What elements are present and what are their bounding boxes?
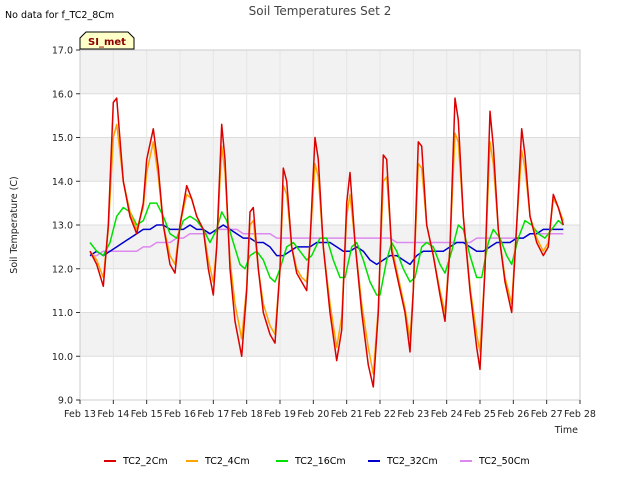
y-tick-label: 12.0 bbox=[52, 264, 73, 275]
x-tick-label: Feb 15 bbox=[131, 409, 163, 420]
x-tick-label: Feb 24 bbox=[431, 409, 463, 420]
plot-band bbox=[80, 93, 580, 138]
x-tick-label: Feb 27 bbox=[531, 409, 563, 420]
legend-label: TC2_50Cm bbox=[478, 456, 530, 467]
plot-band bbox=[80, 50, 580, 94]
x-tick-label: Feb 18 bbox=[231, 409, 263, 420]
x-tick-label: Feb 20 bbox=[297, 409, 329, 420]
legend-label: TC2_4Cm bbox=[204, 456, 250, 467]
legend-item: TC2_50Cm bbox=[460, 456, 530, 467]
plot-band bbox=[80, 356, 580, 400]
legend-label: TC2_32Cm bbox=[386, 456, 438, 467]
x-tick-label: Feb 14 bbox=[97, 409, 129, 420]
x-axis-label: Time bbox=[554, 425, 578, 436]
legend-label: TC2_2Cm bbox=[122, 456, 168, 467]
x-axis-ticks: Feb 13 Feb 14 Feb 15 Feb 16 Feb 17 Feb 18 Feb … bbox=[64, 400, 596, 420]
series-lines bbox=[89, 97, 565, 388]
y-axis-label: Soil Temperature (C) bbox=[9, 176, 20, 273]
site-tag-label: SI_met bbox=[88, 37, 126, 48]
x-tick-label: Feb 19 bbox=[264, 409, 296, 420]
y-tick-label: 16.0 bbox=[52, 89, 73, 100]
legend-item: TC2_32Cm bbox=[368, 456, 438, 467]
y-tick-label: 17.0 bbox=[52, 46, 73, 57]
x-tick-label: Feb 22 bbox=[364, 409, 396, 420]
plot-band bbox=[80, 137, 580, 182]
y-tick-label: 15.0 bbox=[52, 133, 73, 144]
x-tick-label: Feb 16 bbox=[164, 409, 196, 420]
y-tick-label: 14.0 bbox=[52, 177, 73, 188]
y-tick-label: 10.0 bbox=[52, 352, 73, 363]
legend-item: TC2_4Cm bbox=[186, 456, 250, 467]
chart-title: Soil Temperatures Set 2 bbox=[249, 4, 392, 18]
legend-item: TC2_16Cm bbox=[276, 456, 346, 467]
plot-band bbox=[80, 312, 580, 357]
x-tick-label: Feb 25 bbox=[464, 409, 496, 420]
y-axis-ticks: 9.0 10.0 11.0 12.0 13.0 14.0 15.0 16.0 17.0 bbox=[52, 46, 80, 407]
series-line-tc2-32cm bbox=[89, 224, 564, 266]
x-tick-label: Feb 26 bbox=[497, 409, 529, 420]
x-tick-label: Feb 21 bbox=[331, 409, 363, 420]
x-tick-label: Feb 13 bbox=[64, 409, 96, 420]
x-tick-label: Feb 17 bbox=[197, 409, 229, 420]
site-tag-box bbox=[79, 31, 135, 50]
series-line-tc2-16cm bbox=[89, 202, 564, 296]
y-tick-label: 11.0 bbox=[52, 308, 73, 319]
legend-label: TC2_16Cm bbox=[294, 456, 346, 467]
x-tick-label: Feb 23 bbox=[397, 409, 429, 420]
y-tick-label: 9.0 bbox=[58, 396, 73, 407]
legend: TC2_2Cm TC2_4Cm TC2_16Cm TC2_32Cm TC2_50Cm bbox=[104, 456, 530, 467]
series-line-tc2-2cm bbox=[89, 97, 565, 388]
legend-item: TC2_2Cm bbox=[104, 456, 168, 467]
site-tag: SI_met bbox=[79, 31, 135, 50]
grid-lines bbox=[79, 49, 581, 401]
no-data-note: No data for f_TC2_8Cm bbox=[5, 10, 114, 21]
y-tick-label: 13.0 bbox=[52, 221, 73, 232]
x-tick-label: Feb 28 bbox=[564, 409, 596, 420]
